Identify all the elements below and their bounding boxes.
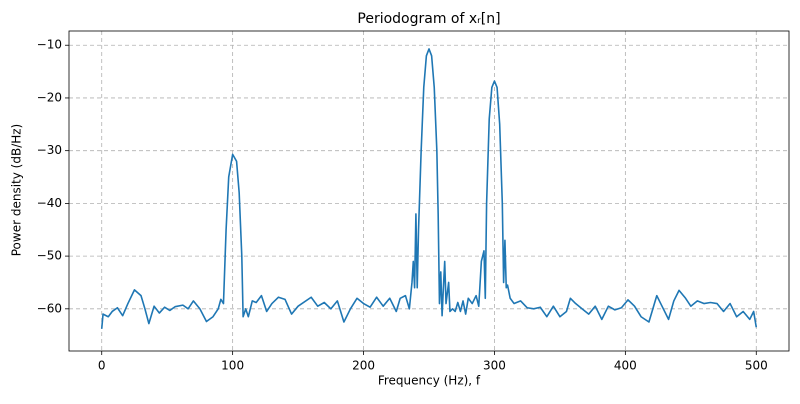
y-tick-label: −40: [37, 196, 62, 210]
y-tick-label: −50: [37, 249, 62, 263]
x-tick-label: 100: [221, 359, 244, 373]
x-tick-label: 0: [98, 359, 106, 373]
y-tick-label: −10: [37, 38, 62, 52]
x-tick-label: 400: [614, 359, 637, 373]
plot-frame: [68, 30, 790, 352]
y-tick-label: −30: [37, 143, 62, 157]
x-tick-label: 500: [745, 359, 768, 373]
x-tick-label: 300: [483, 359, 506, 373]
y-tick-label: −60: [37, 301, 62, 315]
chart-title: Periodogram of xᵣ[n]: [357, 11, 500, 27]
y-axis-label: Power density (dB/Hz): [10, 124, 24, 257]
y-tick-label: −20: [37, 90, 62, 104]
x-tick-label: 200: [352, 359, 375, 373]
line-series: [100, 48, 758, 329]
x-axis-label: Frequency (Hz), f: [378, 374, 481, 388]
